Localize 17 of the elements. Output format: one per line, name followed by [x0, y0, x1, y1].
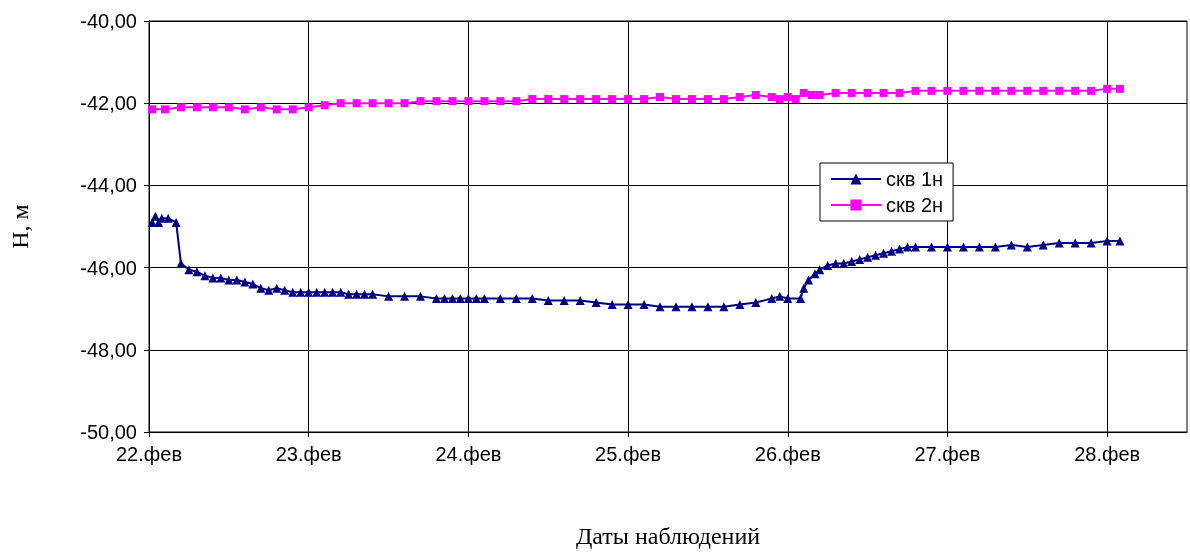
x-tick-label: 25.фев — [595, 443, 662, 465]
y-axis-title: H, м — [7, 204, 33, 249]
x-tick-label: 23.фев — [275, 443, 342, 465]
legend-label: скв 2н — [886, 194, 944, 216]
y-tick-label: -48,00 — [80, 338, 137, 361]
y-tick-label: -46,00 — [80, 256, 137, 279]
y-tick-label: -42,00 — [80, 92, 137, 115]
legend-label: скв 1н — [886, 168, 944, 190]
x-tick-label: 28.фев — [1074, 443, 1141, 465]
x-tick-label: 24.фев — [435, 443, 502, 465]
x-tick-label: 26.фев — [754, 443, 821, 465]
y-tick-label: -50,00 — [80, 421, 137, 443]
y-tick-label: -40,00 — [80, 10, 137, 32]
x-tick-label: 22.фев — [115, 443, 183, 465]
x-tick-label: 27.фев — [914, 443, 981, 465]
x-axis-title: Даты наблюдений — [575, 523, 761, 549]
y-tick-label: -44,00 — [80, 174, 137, 197]
